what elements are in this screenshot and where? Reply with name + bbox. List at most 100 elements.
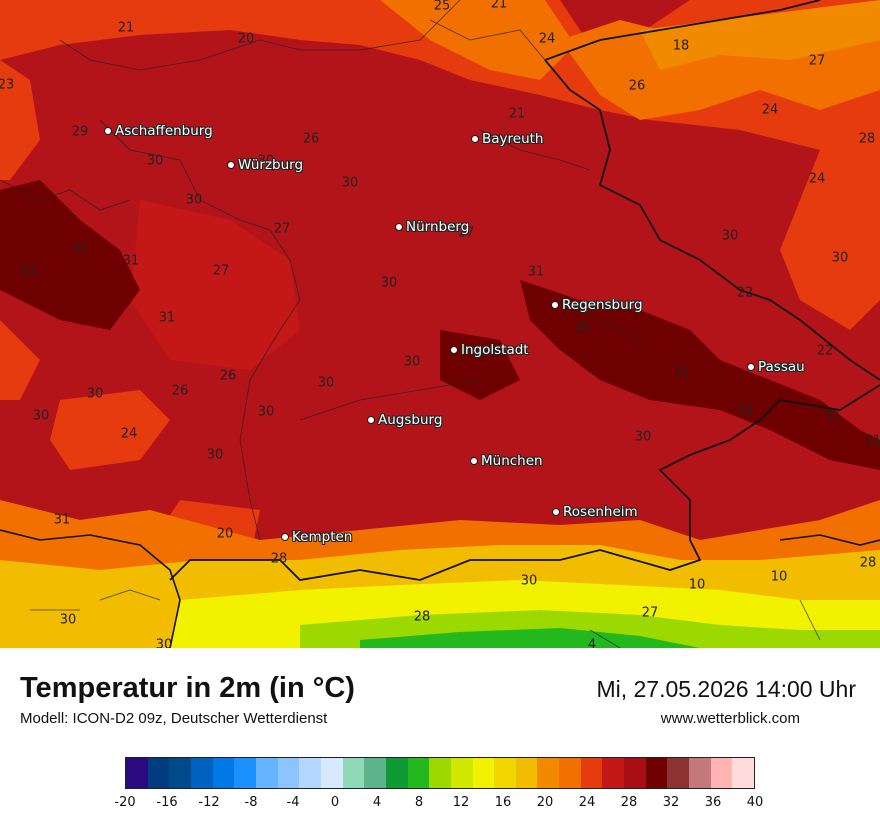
city-marker[interactable]: Aschaffenburg	[104, 123, 213, 139]
city-dot	[104, 127, 112, 135]
city-marker[interactable]: München	[470, 453, 543, 469]
color-legend	[125, 757, 755, 789]
temp-label: 30	[341, 175, 359, 191]
city-dot	[227, 161, 235, 169]
legend-swatch	[689, 758, 711, 788]
temp-label: 23	[0, 77, 15, 93]
border-austria	[169, 384, 880, 581]
temperature-map: 25 21 21 20 24 18 23 27 26 21 24 29 26 2…	[0, 0, 880, 648]
temp-label: 27	[808, 53, 826, 69]
legend-tick-label: 20	[536, 795, 554, 810]
website-link[interactable]: www.wetterblick.com	[660, 710, 800, 727]
legend-swatch	[580, 758, 603, 788]
temp-label: 26	[171, 383, 189, 399]
legend-swatch	[407, 758, 430, 788]
field-east-warm	[780, 150, 880, 330]
temp-label: 30	[155, 637, 173, 649]
temp-label: 26	[628, 78, 646, 94]
temp-label: 31	[574, 320, 592, 336]
city-marker[interactable]: Regensburg	[551, 297, 643, 313]
temp-label: 27	[212, 263, 230, 279]
temp-label: 31	[20, 263, 38, 279]
forecast-datetime: Mi, 27.05.2026 14:00 Uhr	[596, 676, 856, 702]
temp-label: 31	[673, 365, 691, 381]
legend-swatch	[645, 758, 668, 788]
legend-swatch	[342, 758, 365, 788]
legend-swatch	[364, 758, 386, 788]
temp-label: 28	[859, 555, 877, 571]
city-marker[interactable]: Kempten	[281, 529, 352, 545]
legend-swatch	[320, 758, 343, 788]
temp-label: 20	[237, 31, 255, 47]
field-west-warm	[0, 60, 40, 400]
legend-swatch	[472, 758, 495, 788]
temp-label: 30	[206, 447, 224, 463]
legend-swatch	[277, 758, 300, 788]
legend-tick-label: 4	[372, 795, 382, 810]
field-central-warm-2	[50, 390, 260, 560]
city-marker[interactable]: Rosenheim	[552, 504, 638, 520]
legend-swatch	[602, 758, 625, 788]
legend-swatch	[624, 758, 646, 788]
temp-label: 30	[721, 228, 739, 244]
legend-tick-label: 32	[662, 795, 680, 810]
temp-label: 31	[864, 433, 880, 449]
model-info: Modell: ICON-D2 09z, Deutscher Wetterdie…	[20, 710, 328, 727]
temp-label: 30	[380, 275, 398, 291]
temp-label: 21	[117, 20, 135, 36]
legend-swatch	[126, 758, 148, 788]
temp-label: 24	[120, 426, 138, 442]
legend-swatch	[450, 758, 473, 788]
city-dot	[281, 533, 289, 541]
city-marker[interactable]: Augsburg	[367, 412, 442, 428]
temp-label: 30	[317, 375, 335, 391]
temp-label: 28	[858, 131, 876, 147]
city-dot	[747, 363, 755, 371]
field-hot-west	[0, 180, 140, 330]
city-marker[interactable]: Nürnberg	[395, 219, 469, 235]
legend-swatch	[385, 758, 408, 788]
city-marker[interactable]: Passau	[747, 359, 805, 375]
legend-swatch	[667, 758, 690, 788]
temp-label: 30	[634, 429, 652, 445]
legend-swatch	[515, 758, 538, 788]
temp-label: 10	[688, 577, 706, 593]
temp-label: 30	[59, 612, 77, 628]
legend-tick-label: 0	[330, 795, 340, 810]
city-dot	[551, 301, 559, 309]
temp-label: 20	[216, 526, 234, 542]
city-dot	[471, 135, 479, 143]
temp-label: 31	[527, 264, 545, 280]
legend-swatch	[732, 758, 755, 788]
temp-label: 24	[808, 171, 826, 187]
temp-label: 18	[672, 38, 690, 54]
city-marker[interactable]: Würzburg	[227, 157, 303, 173]
admin-lines	[0, 0, 821, 648]
city-name: Bayreuth	[482, 131, 544, 147]
temp-label: 27	[641, 605, 659, 621]
temp-label: 30	[257, 153, 275, 169]
city-dot	[552, 508, 560, 516]
legend-tick-label: 40	[746, 795, 764, 810]
city-name: Rosenheim	[563, 504, 638, 520]
temp-label: 30	[146, 153, 164, 169]
temp-label: 24	[538, 31, 556, 47]
temp-label: 26	[219, 368, 237, 384]
border-east-austria	[779, 534, 880, 546]
temperature-field	[0, 0, 880, 648]
field-central-warm-1	[130, 200, 300, 370]
temp-label: 10	[770, 569, 788, 585]
temp-label: 28	[270, 551, 288, 567]
legend-ticks: -20 -16 -12 -8 -4 0 4 8 12 16 20 24 28 32 36 40	[114, 795, 763, 815]
temp-label: 27	[457, 225, 475, 241]
temp-label: 4	[587, 637, 597, 649]
border-czech-north	[544, 0, 821, 61]
temp-label: 30	[403, 354, 421, 370]
temp-label: 21	[490, 0, 508, 12]
city-marker[interactable]: Bayreuth	[471, 131, 544, 147]
temp-label: 22	[736, 285, 754, 301]
legend-tick-label: 24	[578, 795, 596, 810]
temp-label: 31	[736, 403, 754, 419]
city-marker[interactable]: Ingolstadt	[450, 342, 529, 358]
city-dot	[470, 457, 478, 465]
